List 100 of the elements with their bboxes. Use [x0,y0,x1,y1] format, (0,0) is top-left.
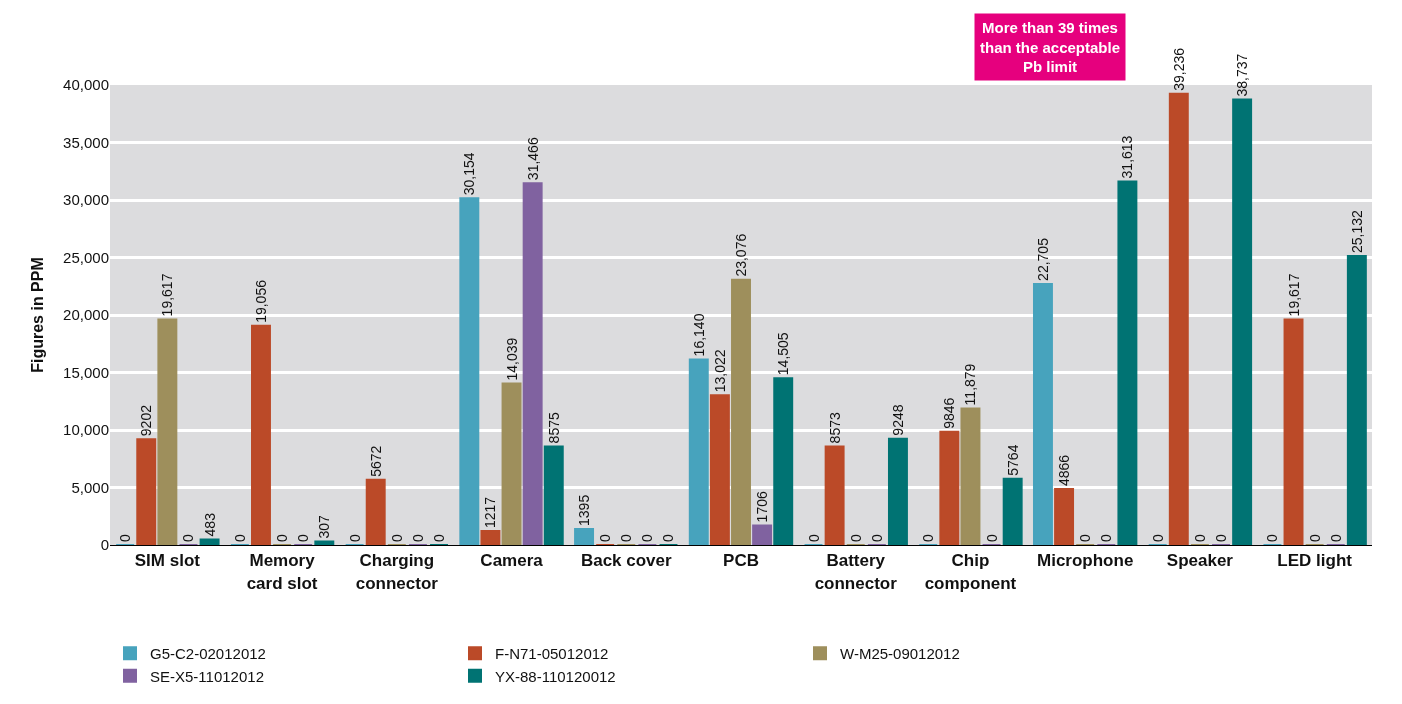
x-tick-label: Microphone [1037,551,1134,571]
bar [688,358,709,545]
data-label: 0 [920,534,937,542]
bar [752,524,773,545]
data-label: 0 [639,534,656,542]
data-label: 39,236 [1170,47,1187,91]
data-label: 0 [868,534,885,542]
data-label: 9248 [889,404,906,436]
legend-label: W-M25-09012012 [840,645,960,663]
bar [1117,180,1138,545]
data-label: 16,140 [690,313,707,357]
data-label: 0 [274,534,291,542]
data-label: 307 [316,514,333,539]
legend-label: G5-C2-02012012 [150,645,266,663]
legend-label: SE-X5-11012012 [150,667,264,685]
bar [1232,98,1253,545]
bar [501,382,522,545]
bar [731,278,751,545]
data-label: 0 [660,534,677,542]
bar [1054,488,1075,545]
data-label: 1217 [482,496,499,528]
x-tick-label: SIM slot [134,551,201,571]
x-tick-label: Memory card slot [246,551,318,593]
bar [480,530,501,545]
data-label: 31,466 [524,137,541,181]
data-label: 14,505 [775,332,792,376]
data-label: 5764 [1004,444,1021,476]
x-tick-label: Camera [480,551,544,571]
x-tick-label: Chip component [924,551,1017,593]
data-label: 0 [847,534,864,542]
bar [960,407,981,545]
bar [365,478,386,545]
data-label: 9202 [138,404,155,437]
y-tick-label: 35,000 [63,133,109,151]
bar [824,445,845,545]
bar [251,324,271,545]
bar [709,394,730,545]
data-label: 19,617 [1285,273,1302,317]
bar [887,437,908,545]
data-label: 0 [431,534,448,542]
data-label: 23,076 [733,233,749,277]
x-tick-label: Back cover [580,551,673,571]
data-label: 483 [201,512,218,537]
x-tick-label: Charging connector [355,551,439,593]
x-tick-label: LED light [1277,551,1353,571]
x-tick-label: Battery connector [814,551,898,593]
data-label: 0 [1098,534,1115,542]
data-label: 14,039 [503,337,520,381]
data-label: 0 [295,534,312,542]
bar [199,538,220,545]
data-label: 5672 [367,445,384,477]
bar [459,197,480,545]
data-label: 4866 [1056,454,1073,487]
legend-label: YX-88-110120012 [495,667,616,685]
data-label: 8573 [826,412,843,444]
data-label: 38,737 [1234,53,1251,97]
data-label: 25,132 [1348,209,1365,253]
data-label: 0 [597,534,614,542]
data-label: 0 [1191,534,1208,542]
bar [1346,254,1367,545]
data-label: 0 [618,534,635,542]
data-label: 19,056 [252,279,269,323]
data-label: 1706 [754,491,771,523]
data-label: 8575 [545,412,562,444]
data-label: 0 [1213,534,1230,542]
data-label: 0 [983,534,1000,542]
data-label: 0 [409,534,426,542]
data-label: 0 [180,534,197,542]
data-label: 31,613 [1119,135,1136,179]
bar [1283,318,1304,545]
x-tick-label: PCB [723,551,759,571]
data-label: 1395 [576,494,593,526]
bar [1002,477,1023,545]
y-tick-label: 15,000 [63,363,109,381]
y-tick-label: 40,000 [63,76,109,94]
data-label: 0 [346,534,363,542]
bar [939,430,960,545]
data-label: 30,154 [461,152,478,196]
y-tick-label: 5,000 [71,478,109,496]
y-tick-label: 30,000 [63,191,109,209]
bar [1168,92,1189,545]
data-label: 0 [1077,534,1094,542]
data-label: 0 [1306,534,1323,542]
data-label: 13,022 [711,349,728,393]
data-label: 19,617 [159,273,176,317]
y-tick-label: 25,000 [63,248,109,266]
bar [574,527,595,545]
data-label: 0 [1149,534,1166,542]
y-tick-label: 20,000 [63,306,109,324]
text: More than 39 times than the acceptable Pb limit [980,19,1121,75]
bar [522,182,543,545]
data-label: 0 [388,534,405,542]
bar [1032,282,1053,545]
data-label: 9846 [941,397,958,429]
y-tick-label: 0 [100,536,109,554]
legend-label: F-N71-05012012 [495,645,609,663]
x-tick-label: Speaker [1166,551,1234,571]
bar [773,377,794,545]
data-label: 22,705 [1034,237,1051,281]
data-label: 11,879 [962,363,979,406]
